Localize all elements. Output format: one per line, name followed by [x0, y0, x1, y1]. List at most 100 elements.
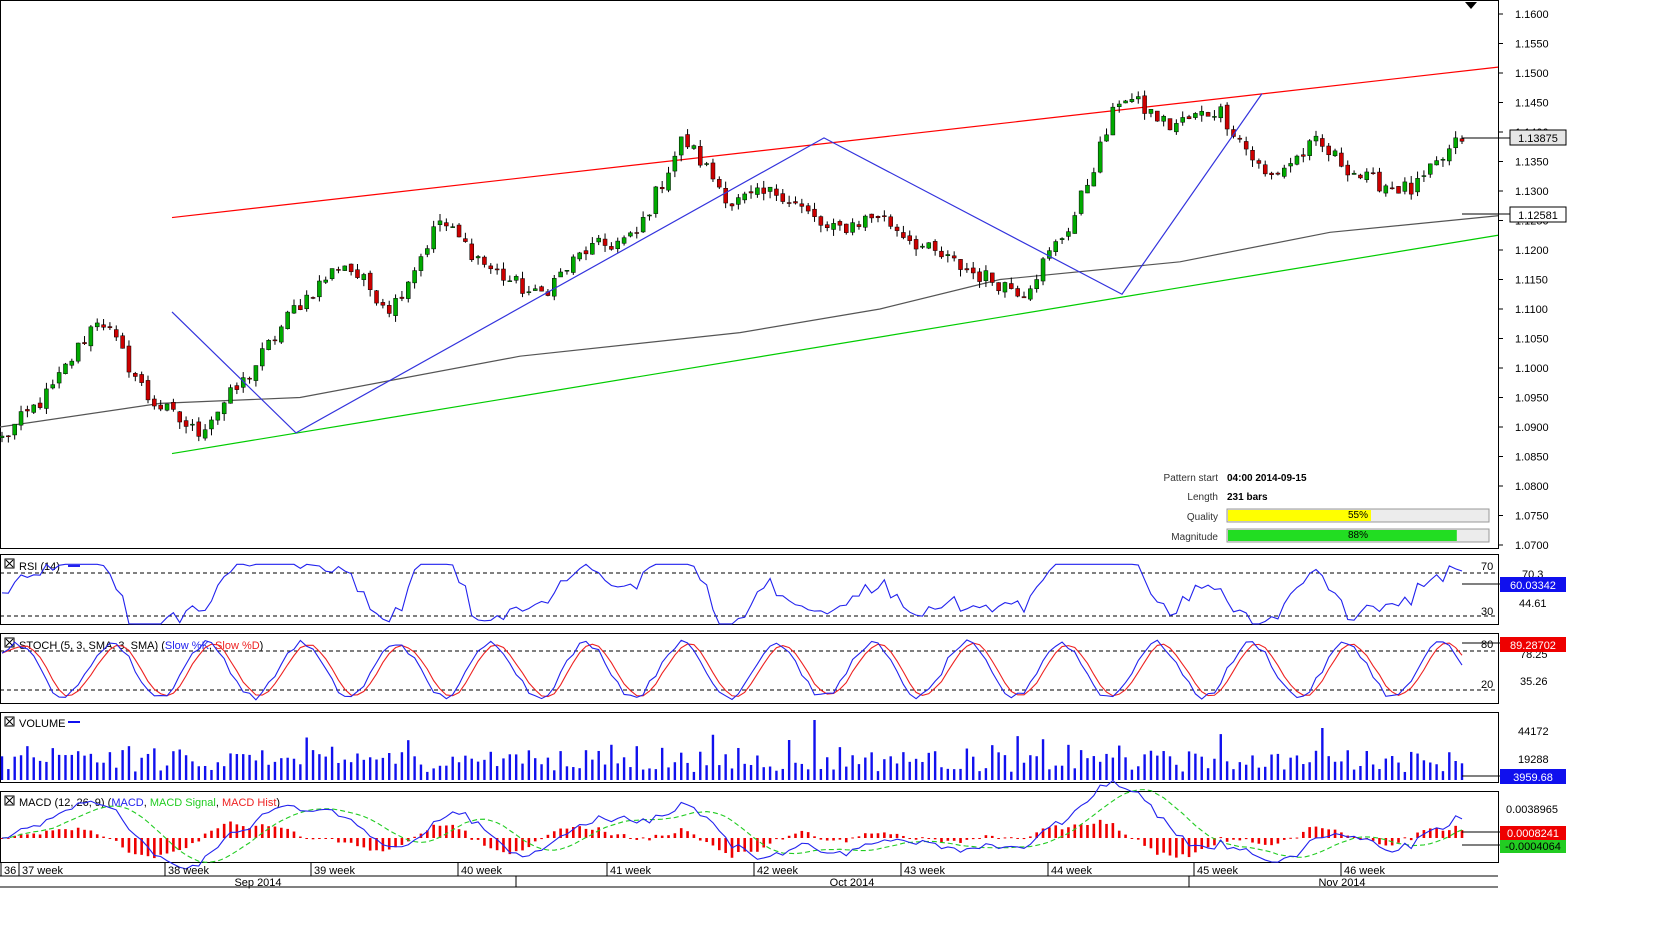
candle [406, 280, 411, 303]
macd-hist-bar [1156, 838, 1159, 855]
volume-bar [115, 767, 118, 780]
candle [970, 261, 976, 280]
macd-hist-bar [533, 838, 537, 842]
volume-bar [845, 766, 848, 780]
macd-hist-bar [832, 838, 835, 841]
candle [215, 411, 221, 425]
length-label: Length [1187, 492, 1218, 503]
candle [678, 136, 684, 162]
macd-hist-bar [368, 838, 372, 851]
candle [44, 382, 49, 414]
candle [951, 251, 957, 262]
macd-hist-bar [1327, 829, 1330, 838]
volume-bar [1105, 753, 1108, 780]
volume-bar [413, 756, 416, 780]
macd-hist-bar [1384, 838, 1388, 846]
candle [932, 239, 938, 256]
volume-bar [514, 754, 518, 780]
candle [710, 158, 716, 182]
macd-hist-bar [794, 833, 797, 838]
macd-hist-bar [299, 836, 302, 838]
candle [177, 411, 182, 429]
candle [1015, 285, 1020, 298]
macd-hist-bar [356, 838, 359, 847]
candle [869, 213, 874, 223]
price-tick: 1.0700 [1515, 540, 1549, 552]
volume-bar [96, 762, 99, 780]
macd-hist-bar [83, 829, 86, 838]
volume-bar [1060, 765, 1064, 780]
volume-bar [1232, 769, 1235, 780]
candle [463, 232, 468, 243]
macd-hist-bar [984, 835, 988, 838]
macd-hist-bar [1079, 824, 1083, 838]
volume-bar [502, 758, 505, 780]
volume-bar [597, 750, 600, 780]
volume-bar [1352, 769, 1356, 780]
macd-hist-bar [806, 832, 810, 838]
volume-bar [1460, 763, 1464, 780]
candle [266, 339, 271, 351]
macd-hist-bar [267, 826, 270, 838]
candle [882, 210, 887, 222]
volume-bar [483, 759, 486, 780]
candle [50, 379, 56, 390]
rsi-level-70-label: 70 [1481, 561, 1493, 573]
candle [983, 265, 989, 288]
candle [1351, 170, 1357, 175]
close-marker-icon[interactable] [1465, 2, 1477, 9]
macd-hist-bar [172, 838, 175, 852]
macd-hist-bar [19, 833, 23, 838]
volume-bar [267, 764, 270, 780]
volume-bar [1194, 753, 1197, 780]
macd-hist-bar [1397, 838, 1400, 843]
volume-bar [1219, 734, 1222, 780]
candle [640, 211, 646, 233]
macd-hist-bar [641, 837, 645, 839]
macd-hist-bar [470, 838, 474, 840]
volume-bar [451, 756, 454, 780]
volume-bar [1016, 736, 1019, 780]
candle [437, 214, 443, 232]
macd-hist-bar [483, 838, 486, 846]
macd-hist-bar [959, 838, 962, 843]
volume-bar [806, 769, 810, 780]
macd-hist-bar [895, 833, 899, 838]
macd-hist-bar [1441, 830, 1445, 838]
volume-panel: VOLUME 44172 19288 3959.68 [0, 716, 1566, 784]
candle [621, 235, 627, 246]
candle [596, 234, 601, 246]
volume-bar [362, 759, 366, 780]
macd-hist-bar [426, 830, 429, 838]
volume-bar [889, 756, 892, 780]
candle [361, 272, 367, 287]
volume-bar [933, 751, 937, 780]
volume-bar [197, 766, 200, 780]
volume-bar [1397, 762, 1400, 780]
macd-hist-bar [870, 833, 873, 838]
volume-bar [178, 749, 181, 780]
month-label: Oct 2014 [830, 877, 875, 889]
volume-value-label: 3959.68 [1513, 772, 1553, 784]
candle [171, 398, 176, 412]
candle [336, 266, 341, 274]
macd-hist-bar [387, 838, 391, 850]
macd-hist-bar [273, 826, 277, 838]
volume-bar [508, 754, 512, 780]
candle [507, 275, 513, 282]
macd-hist-bar [1073, 824, 1077, 838]
volume-bar [870, 752, 873, 780]
volume-bar [699, 751, 702, 780]
candle [6, 435, 11, 443]
macd-hist-bar [927, 838, 931, 839]
macd-hist-bar [1092, 823, 1096, 838]
volume-bar [610, 744, 613, 780]
macd-hist-bar [768, 838, 772, 844]
week-label: 45 week [1197, 865, 1238, 877]
volume-bar [1098, 761, 1102, 780]
candle [431, 220, 436, 253]
macd-hist-bar [1251, 838, 1254, 843]
zigzag-pattern-line [171, 93, 1263, 434]
volume-bar [1029, 755, 1032, 780]
candle [520, 271, 525, 298]
